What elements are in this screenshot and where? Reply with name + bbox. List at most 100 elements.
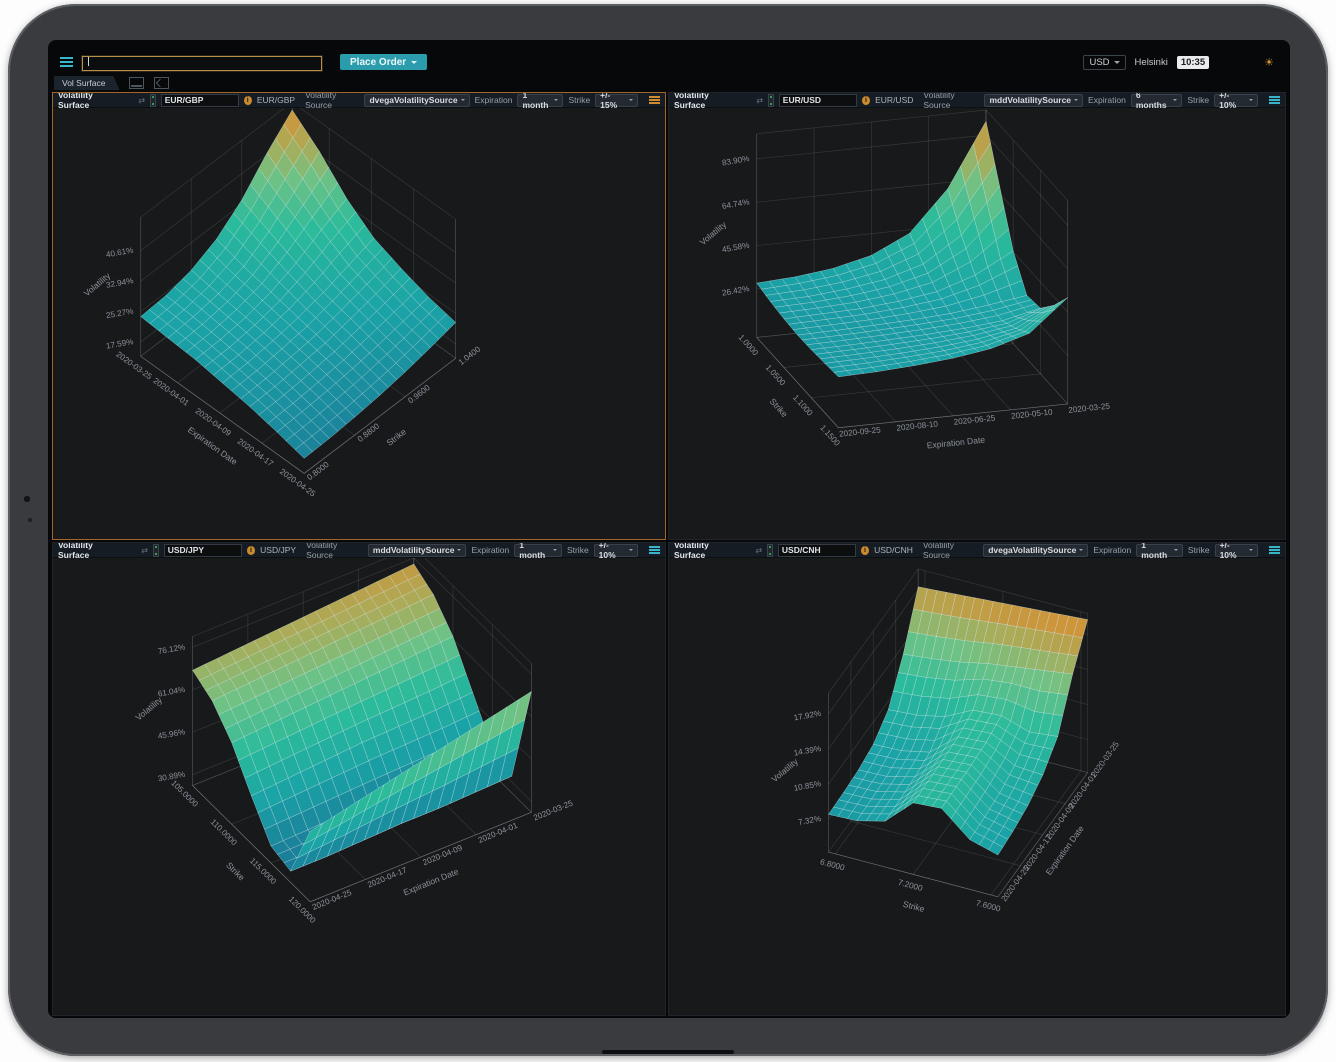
pair-input[interactable] bbox=[160, 93, 239, 107]
link-status-icon bbox=[767, 543, 773, 557]
chevron-down-icon bbox=[1249, 549, 1253, 553]
strike-select[interactable]: +/- 10% bbox=[1214, 92, 1258, 110]
svg-text:17.92%: 17.92% bbox=[793, 709, 822, 723]
svg-text:2020-04-01: 2020-04-01 bbox=[151, 376, 191, 408]
volatility-surface-chart[interactable]: 7.32% 10.85% 14.39% 17.92% 6.8000 7.2000 7.600… bbox=[669, 558, 1285, 1015]
svg-text:14.39%: 14.39% bbox=[793, 744, 822, 758]
vol-source-value: mddVolatilitySource bbox=[989, 95, 1072, 105]
volatility-surface-chart[interactable]: 17.59%25.27%32.94%40.61%2020-03-252020-0… bbox=[53, 108, 665, 539]
strike-select[interactable]: +/- 10% bbox=[593, 543, 638, 560]
strike-label: Strike bbox=[566, 545, 589, 555]
svg-text:25.27%: 25.27% bbox=[105, 307, 134, 321]
place-order-label: Place Order bbox=[350, 56, 407, 68]
expiration-select[interactable]: 6 months bbox=[1130, 92, 1183, 110]
svg-text:Expiration Date: Expiration Date bbox=[402, 866, 460, 897]
chevron-down-icon bbox=[457, 549, 462, 553]
sensor-icon bbox=[28, 518, 32, 522]
svg-text:2020-03-25: 2020-03-25 bbox=[532, 798, 574, 822]
search-wrap bbox=[81, 53, 323, 72]
expiration-label: Expiration bbox=[1088, 95, 1126, 105]
swap-icon[interactable]: ⇄ bbox=[755, 545, 763, 555]
brightness-icon[interactable]: ☀ bbox=[1264, 56, 1274, 69]
menu-icon[interactable] bbox=[60, 55, 74, 70]
search-input[interactable] bbox=[81, 54, 323, 72]
panel-eur-usd: Volatility Surface ⇄ i EUR/USD Volatilit… bbox=[668, 92, 1286, 540]
chevron-down-icon bbox=[1079, 549, 1084, 553]
vol-source-label: Volatility Source bbox=[923, 92, 955, 110]
panel-menu-icon[interactable] bbox=[1269, 95, 1280, 106]
strike-select[interactable]: +/- 15% bbox=[595, 92, 638, 110]
vol-source-select[interactable]: dvegaVolatilitySource bbox=[364, 93, 470, 107]
camera-icon bbox=[24, 496, 30, 502]
svg-text:Strike: Strike bbox=[768, 396, 790, 419]
svg-text:64.74%: 64.74% bbox=[721, 197, 750, 211]
panel-menu-icon[interactable] bbox=[1269, 545, 1280, 556]
svg-text:76.12%: 76.12% bbox=[157, 642, 186, 656]
info-icon[interactable]: i bbox=[246, 545, 256, 555]
chevron-down-icon bbox=[460, 99, 465, 103]
vol-source-select[interactable]: dvegaVolatilitySource bbox=[983, 543, 1089, 557]
svg-text:2020-04-17: 2020-04-17 bbox=[366, 865, 408, 889]
svg-text:2020-04-25: 2020-04-25 bbox=[311, 888, 353, 912]
pair-label: USD/JPY bbox=[260, 545, 297, 555]
tab-vol-surface[interactable]: Vol Surface bbox=[54, 76, 120, 90]
info-icon[interactable]: i bbox=[243, 95, 252, 105]
expiration-label: Expiration bbox=[474, 95, 513, 105]
chevron-down-icon bbox=[552, 549, 557, 553]
expiration-label: Expiration bbox=[1093, 545, 1132, 555]
info-icon[interactable]: i bbox=[860, 545, 870, 555]
svg-text:2020-03-25: 2020-03-25 bbox=[1068, 402, 1111, 415]
chevron-down-icon bbox=[1249, 99, 1253, 103]
vol-source-label: Volatility Source bbox=[305, 92, 337, 110]
strike-value: +/- 10% bbox=[1219, 92, 1237, 110]
swap-icon[interactable]: ⇄ bbox=[141, 545, 148, 555]
svg-text:2020-04-09: 2020-04-09 bbox=[422, 843, 464, 867]
volatility-surface-chart[interactable]: 30.89%45.96%61.04%76.12%105.0000110.0000… bbox=[53, 558, 665, 1015]
expiration-value: 1 month bbox=[522, 92, 549, 110]
vol-source-select[interactable]: mddVolatilitySource bbox=[367, 543, 467, 557]
time-badge: 10:35 bbox=[1176, 55, 1210, 69]
vol-source-select[interactable]: mddVolatilitySource bbox=[984, 93, 1084, 107]
expiration-select[interactable]: 1 month bbox=[517, 92, 564, 110]
link-status-icon bbox=[152, 543, 159, 557]
expiration-select[interactable]: 1 month bbox=[1136, 543, 1183, 560]
topbar-right: USD Helsinki 10:35 ☀ bbox=[1083, 54, 1280, 70]
chevron-down-icon bbox=[554, 99, 559, 103]
svg-text:26.42%: 26.42% bbox=[721, 284, 750, 298]
vol-source-label: Volatility Source bbox=[922, 542, 955, 560]
svg-text:Volatility: Volatility bbox=[769, 756, 800, 784]
panel-grid: Volatility Surface ⇄ i EUR/GBP Volatilit… bbox=[52, 92, 1286, 1016]
vol-source-value: mddVolatilitySource bbox=[372, 545, 455, 555]
svg-text:Volatility: Volatility bbox=[133, 694, 164, 722]
expiration-select[interactable]: 1 month bbox=[514, 543, 562, 560]
info-icon[interactable]: i bbox=[861, 95, 871, 105]
export-icon[interactable] bbox=[154, 77, 170, 89]
swap-icon[interactable]: ⇄ bbox=[138, 95, 146, 105]
pair-label: EUR/GBP bbox=[256, 95, 296, 105]
panel-menu-icon[interactable] bbox=[649, 545, 660, 556]
volatility-surface-chart[interactable]: 26.42%45.58%64.74%83.90%1.00001.05001.10… bbox=[669, 108, 1285, 539]
svg-text:45.96%: 45.96% bbox=[157, 727, 186, 741]
currency-select[interactable]: USD bbox=[1083, 54, 1126, 70]
place-order-button[interactable]: Place Order bbox=[340, 54, 428, 70]
svg-text:Expiration Date: Expiration Date bbox=[926, 434, 986, 450]
svg-text:6.8000: 6.8000 bbox=[819, 857, 846, 872]
text-caret bbox=[88, 57, 89, 66]
strike-value: +/- 15% bbox=[600, 92, 618, 110]
svg-text:7.32%: 7.32% bbox=[797, 814, 821, 827]
chevron-down-icon bbox=[629, 549, 633, 553]
top-toolbar: Place Order USD Helsinki 10:35 ☀ bbox=[56, 49, 1280, 75]
panel-menu-icon[interactable] bbox=[649, 95, 660, 106]
panel-header: Volatility Surface ⇄ i EUR/GBP Volatilit… bbox=[53, 92, 665, 110]
strike-select[interactable]: +/- 10% bbox=[1214, 543, 1258, 560]
expiration-value: 6 months bbox=[1135, 92, 1167, 110]
pair-input[interactable] bbox=[163, 543, 242, 557]
pair-input[interactable] bbox=[778, 93, 857, 107]
swap-icon[interactable]: ⇄ bbox=[756, 95, 764, 105]
panel-title: Volatility Surface bbox=[58, 92, 93, 110]
pair-input[interactable] bbox=[777, 543, 856, 557]
strike-label: Strike bbox=[1187, 95, 1210, 105]
layout-icon[interactable] bbox=[129, 77, 145, 89]
vol-source-value: dvegaVolatilitySource bbox=[988, 545, 1077, 555]
